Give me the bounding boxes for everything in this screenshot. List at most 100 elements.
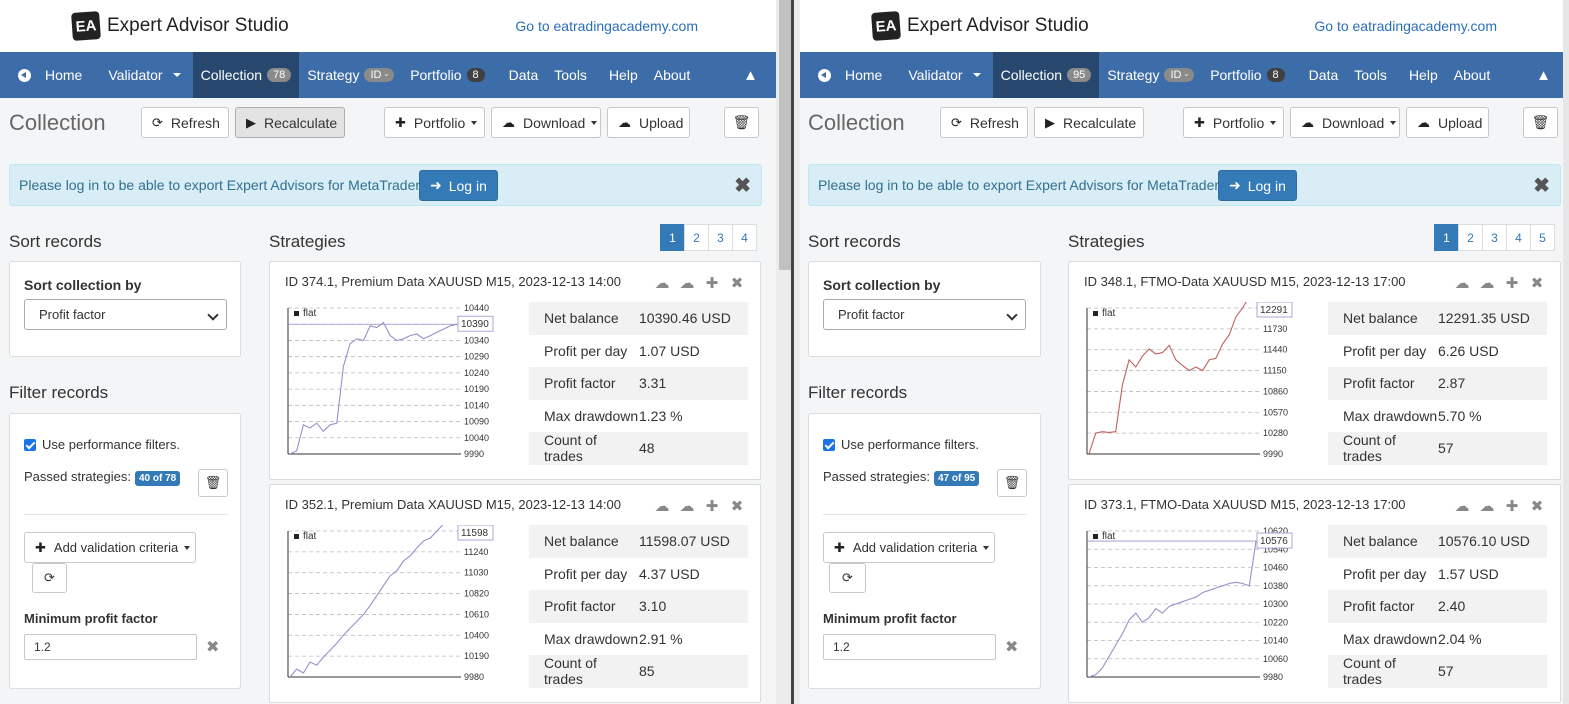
cloud-upload-icon[interactable]: ☁ bbox=[654, 275, 670, 292]
page-4[interactable]: 4 bbox=[1506, 224, 1531, 251]
page-5[interactable]: 5 bbox=[1530, 224, 1555, 251]
remove-icon[interactable]: ✖ bbox=[1530, 498, 1544, 515]
remove-criterion-icon[interactable]: ✖ bbox=[1005, 639, 1019, 656]
nav-about[interactable]: About bbox=[1453, 67, 1491, 83]
nav-portfolio[interactable]: Portfolio 8 bbox=[1202, 52, 1300, 98]
recalculate-button[interactable]: ▶ Recalculate bbox=[235, 107, 345, 138]
nav-strategy[interactable]: Strategy ID - bbox=[1099, 52, 1202, 98]
nav-help[interactable]: Help bbox=[1408, 67, 1438, 83]
upload-button[interactable]: ☁ Upload bbox=[1406, 107, 1489, 138]
delete-collection-button[interactable]: 🗑 bbox=[1523, 107, 1558, 138]
clear-filters-button[interactable]: 🗑 bbox=[198, 469, 228, 497]
remove-icon[interactable]: ✖ bbox=[1530, 275, 1544, 292]
pane-divider bbox=[776, 0, 800, 704]
pagination: 1 2 3 4 5 bbox=[1434, 224, 1555, 251]
nav-home[interactable]: Home bbox=[0, 52, 94, 98]
nav-portfolio[interactable]: Portfolio 8 bbox=[402, 52, 500, 98]
download-button[interactable]: ☁ Download bbox=[1290, 107, 1400, 138]
nav-collection[interactable]: Collection 78 bbox=[192, 52, 300, 98]
card-actions: ☁ ☁ ✚ ✖ bbox=[653, 497, 746, 515]
graduation-cap-icon[interactable]: ▲ bbox=[1536, 67, 1551, 84]
page-1[interactable]: 1 bbox=[660, 224, 685, 251]
page-3[interactable]: 3 bbox=[708, 224, 733, 251]
balance-chart[interactable]: 120201173011440111501086010570102809990f… bbox=[1084, 302, 1299, 462]
close-icon[interactable]: ✖ bbox=[1533, 175, 1550, 197]
download-button[interactable]: ☁ Download bbox=[491, 107, 601, 138]
balance-chart[interactable]: 10440 10390 10340 10290 10240 10190 10140 10090… bbox=[285, 302, 500, 462]
sort-panel: Sort collection by Profit factor bbox=[808, 261, 1041, 357]
min-profit-factor-input[interactable]: 1.2 bbox=[24, 634, 197, 660]
portfolio-button[interactable]: ✚ Portfolio bbox=[1183, 107, 1284, 138]
nav-tools[interactable]: Tools bbox=[554, 67, 587, 83]
portfolio-button[interactable]: ✚ Portfolio bbox=[384, 107, 485, 138]
metric-value: 10390.46 USD bbox=[639, 310, 731, 327]
graduation-cap-icon[interactable]: ▲ bbox=[743, 67, 758, 84]
page-2[interactable]: 2 bbox=[1458, 224, 1483, 251]
reset-criteria-button[interactable]: ⟳ bbox=[32, 563, 67, 593]
sign-in-icon: ➜ bbox=[430, 177, 442, 193]
plus-icon[interactable]: ✚ bbox=[705, 275, 719, 292]
home-icon bbox=[18, 68, 31, 82]
clear-filters-button[interactable]: 🗑 bbox=[997, 469, 1027, 497]
app-logo[interactable]: EA Expert Advisor Studio bbox=[871, 11, 1089, 41]
refresh-button[interactable]: ⟳ Refresh bbox=[940, 107, 1028, 138]
page-1[interactable]: 1 bbox=[1434, 224, 1459, 251]
remove-criterion-icon[interactable]: ✖ bbox=[206, 639, 220, 656]
app-logo[interactable]: EA Expert Advisor Studio bbox=[71, 11, 289, 41]
sort-select[interactable]: Profit factor bbox=[24, 299, 227, 330]
plus-icon[interactable]: ✚ bbox=[705, 498, 719, 515]
cloud-upload-icon[interactable]: ☁ bbox=[1454, 498, 1470, 515]
cloud-upload-icon[interactable]: ☁ bbox=[654, 498, 670, 515]
performance-filter-checkbox[interactable] bbox=[823, 439, 835, 451]
remove-icon[interactable]: ✖ bbox=[730, 275, 744, 292]
nav-data[interactable]: Data bbox=[508, 67, 539, 83]
add-criteria-button[interactable]: ✚ Add validation criteria bbox=[823, 532, 995, 563]
cloud-download-icon[interactable]: ☁ bbox=[679, 275, 695, 292]
min-profit-factor-input[interactable]: 1.2 bbox=[823, 634, 996, 660]
play-icon: ▶ bbox=[1045, 114, 1055, 130]
sort-select[interactable]: Profit factor bbox=[823, 299, 1026, 330]
nav-help[interactable]: Help bbox=[608, 67, 638, 83]
cloud-upload-icon[interactable]: ☁ bbox=[1454, 275, 1470, 292]
nav-data[interactable]: Data bbox=[1308, 67, 1339, 83]
academy-link[interactable]: Go to eatradingacademy.com bbox=[515, 18, 698, 34]
refresh-button[interactable]: ⟳ Refresh bbox=[141, 107, 229, 138]
cloud-download-icon[interactable]: ☁ bbox=[1479, 275, 1495, 292]
performance-filter-checkbox[interactable] bbox=[24, 439, 36, 451]
top-bar: EA Expert Advisor Studio Go to eatrading… bbox=[800, 0, 1569, 52]
delete-collection-button[interactable]: 🗑 bbox=[724, 107, 759, 138]
nav-collection[interactable]: Collection 95 bbox=[992, 52, 1100, 98]
plus-icon[interactable]: ✚ bbox=[1505, 498, 1519, 515]
close-icon[interactable]: ✖ bbox=[734, 175, 751, 197]
min-profit-factor-label: Minimum profit factor bbox=[823, 611, 957, 626]
collection-count-badge: 78 bbox=[267, 68, 292, 82]
upload-button[interactable]: ☁ Upload bbox=[607, 107, 690, 138]
academy-link[interactable]: Go to eatradingacademy.com bbox=[1314, 18, 1497, 34]
portfolio-count-badge: 8 bbox=[1266, 68, 1285, 82]
y-tick-label: 11730 bbox=[1263, 324, 1287, 334]
page-4[interactable]: 4 bbox=[732, 224, 757, 251]
recalculate-button[interactable]: ▶ Recalculate bbox=[1034, 107, 1144, 138]
remove-icon[interactable]: ✖ bbox=[730, 498, 744, 515]
nav-tools[interactable]: Tools bbox=[1354, 67, 1387, 83]
page-2[interactable]: 2 bbox=[684, 224, 709, 251]
split-line[interactable] bbox=[791, 0, 794, 704]
nav-validator[interactable]: Validator bbox=[94, 52, 192, 98]
add-criteria-button[interactable]: ✚ Add validation criteria bbox=[24, 532, 196, 563]
scrollbar-thumb[interactable] bbox=[779, 0, 791, 270]
login-button[interactable]: ➜ Log in bbox=[1218, 170, 1297, 201]
y-tick-label: 11240 bbox=[464, 547, 488, 557]
balance-chart[interactable]: 10620 10540 10460 10380 10300 10220 10140 10060… bbox=[1084, 525, 1299, 685]
reset-criteria-button[interactable]: ⟳ bbox=[829, 563, 866, 593]
balance-chart[interactable]: 114501124011030108201061010400101909980f… bbox=[285, 525, 500, 685]
nav-about[interactable]: About bbox=[653, 67, 691, 83]
page-3[interactable]: 3 bbox=[1482, 224, 1507, 251]
nav-validator[interactable]: Validator bbox=[894, 52, 992, 98]
cloud-download-icon[interactable]: ☁ bbox=[679, 498, 695, 515]
login-button[interactable]: ➜ Log in bbox=[419, 170, 498, 201]
nav-home[interactable]: Home bbox=[800, 52, 894, 98]
cloud-download-icon[interactable]: ☁ bbox=[1479, 498, 1495, 515]
plus-icon[interactable]: ✚ bbox=[1505, 275, 1519, 292]
nav-strategy[interactable]: Strategy ID - bbox=[299, 52, 402, 98]
scrollbar[interactable] bbox=[1563, 0, 1569, 704]
